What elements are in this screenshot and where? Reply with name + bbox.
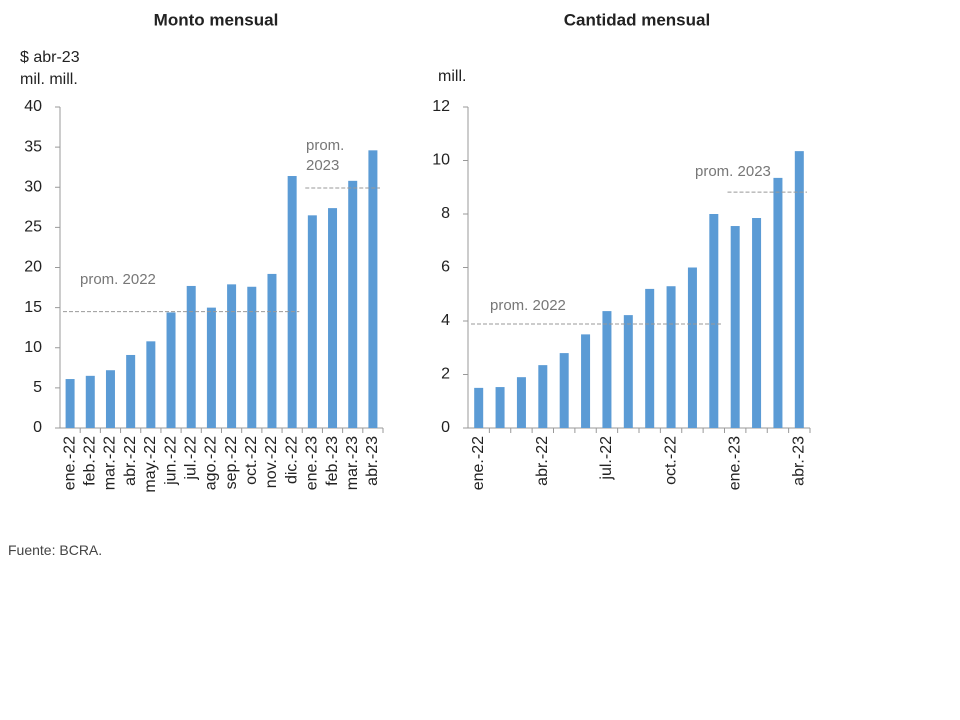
- bar: [247, 286, 257, 428]
- bar: [709, 214, 719, 428]
- x-tick-label: ene.-22: [61, 436, 78, 490]
- bar: [794, 151, 804, 428]
- average-label: prom. 2022: [80, 270, 156, 288]
- bar: [623, 315, 633, 428]
- bar: [559, 353, 569, 428]
- x-tick-label: dic.-22: [283, 436, 300, 484]
- x-tick-label: ago.-22: [203, 436, 220, 490]
- x-tick-label: feb.-23: [324, 436, 341, 486]
- bar: [538, 365, 548, 428]
- x-tick-label: jul.-22: [598, 436, 615, 481]
- y-axis-label: mil. mill.: [20, 71, 78, 88]
- source: Fuente: BCRA.: [8, 542, 103, 558]
- y-tick-label: 12: [432, 98, 450, 115]
- y-tick-label: 35: [24, 138, 42, 155]
- bar: [105, 370, 115, 428]
- chart-title: Cantidad mensual: [564, 10, 710, 29]
- average-label: prom. 2023: [306, 137, 345, 175]
- average-label: prom. 2023: [695, 163, 771, 181]
- bar: [287, 176, 297, 428]
- y-tick-label: 0: [33, 419, 42, 436]
- y-tick-label: 2: [441, 366, 450, 383]
- x-tick-label: abr.-22: [122, 436, 139, 486]
- y-tick-label: 6: [441, 259, 450, 276]
- y-tick-label: 20: [24, 259, 42, 276]
- bar: [602, 311, 612, 428]
- bar: [348, 180, 358, 428]
- bar: [581, 334, 591, 428]
- x-tick-label: abr.-22: [534, 436, 551, 486]
- x-tick-label: mar.-22: [102, 436, 119, 490]
- bar: [730, 226, 740, 428]
- x-tick-label: oct.-22: [662, 436, 679, 485]
- y-tick-label: 25: [24, 219, 42, 236]
- bar: [645, 288, 655, 428]
- y-tick-label: 10: [24, 339, 42, 356]
- bar: [65, 379, 75, 428]
- bar: [666, 286, 676, 428]
- x-tick-label: nov.-22: [263, 436, 280, 488]
- y-tick-label: 4: [441, 312, 450, 329]
- x-tick-label: jun.-22: [162, 436, 179, 486]
- y-axis-label: $ abr-23: [20, 49, 80, 66]
- chart-title: Monto mensual: [154, 10, 279, 29]
- x-tick-label: oct.-22: [243, 436, 260, 485]
- bar: [328, 208, 338, 428]
- x-tick-label: feb.-22: [82, 436, 99, 486]
- x-tick-label: mar.-23: [344, 436, 361, 490]
- bar: [307, 215, 317, 428]
- y-tick-label: 8: [441, 205, 450, 222]
- y-tick-label: 30: [24, 178, 42, 195]
- bar: [146, 341, 156, 428]
- bar: [687, 267, 697, 428]
- x-tick-label: ene.-23: [304, 436, 321, 490]
- bar: [474, 387, 484, 428]
- bar: [186, 285, 196, 428]
- y-tick-label: 15: [24, 299, 42, 316]
- y-tick-label: 40: [24, 98, 42, 115]
- average-label: prom. 2022: [490, 296, 566, 314]
- x-tick-label: ene.-22: [470, 436, 487, 490]
- y-axis-label: mill.: [438, 68, 466, 85]
- y-tick-label: 5: [33, 379, 42, 396]
- x-tick-label: ene.-23: [726, 436, 743, 490]
- y-tick-label: 0: [441, 419, 450, 436]
- x-tick-label: abr.-23: [791, 436, 808, 486]
- bar: [495, 387, 505, 428]
- x-tick-label: jul.-22: [182, 436, 199, 481]
- bar: [773, 177, 783, 428]
- bar: [227, 284, 237, 428]
- bar: [368, 150, 378, 428]
- x-tick-label: abr.-23: [364, 436, 381, 486]
- bar: [516, 377, 526, 428]
- bar: [206, 307, 216, 428]
- bar: [126, 354, 136, 428]
- bar: [267, 273, 277, 428]
- bar: [166, 312, 176, 428]
- x-tick-label: may.-22: [142, 436, 159, 493]
- bar: [85, 375, 95, 428]
- bar: [752, 218, 762, 428]
- y-tick-label: 10: [432, 152, 450, 169]
- x-tick-label: sep.-22: [223, 436, 240, 489]
